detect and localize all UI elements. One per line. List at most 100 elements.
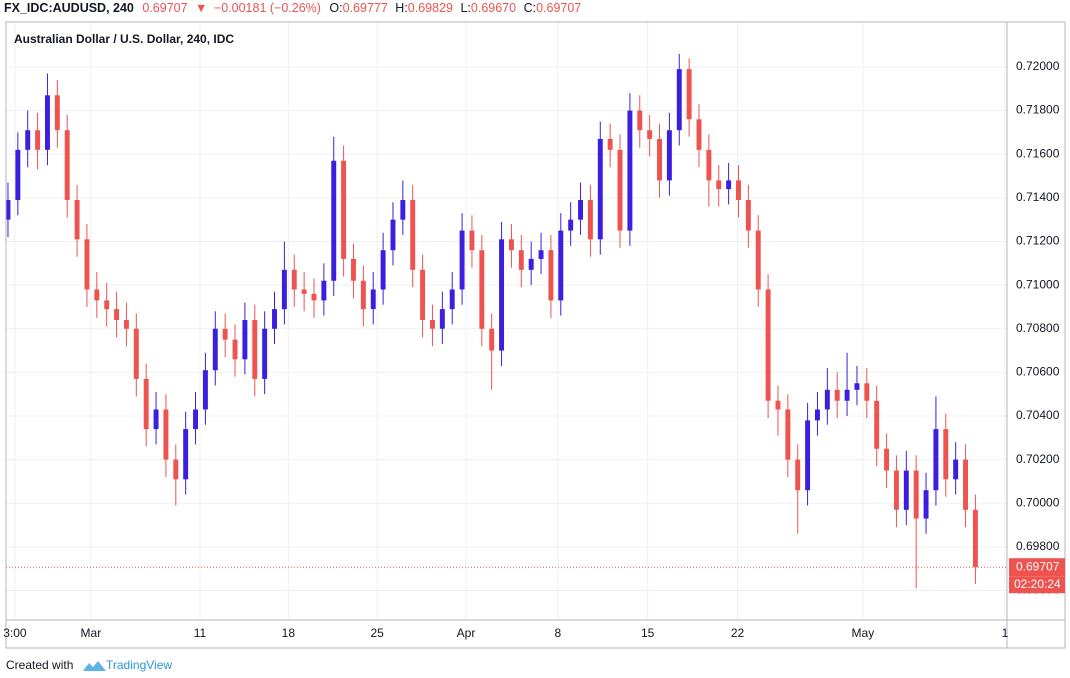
candle-body [686, 69, 692, 120]
candle-body [627, 110, 633, 231]
last-price-tag [1009, 558, 1065, 577]
candle-body [953, 459, 959, 480]
candle-body [508, 239, 514, 251]
candle-body [647, 130, 653, 139]
candle-body [232, 339, 238, 360]
candle-body [765, 289, 771, 401]
candle-body [54, 95, 60, 131]
countdown-tag [1009, 576, 1065, 594]
candle-body [597, 138, 603, 240]
candle-body [814, 409, 820, 421]
x-tick-label: 3:00 [3, 626, 27, 640]
candle-body [114, 309, 120, 321]
candle-body [311, 293, 317, 301]
high-label: H: [395, 1, 408, 15]
candle-body [291, 269, 297, 290]
last-price-label: 0.69707 [1016, 559, 1060, 573]
y-tick-label: 0.72000 [1016, 59, 1060, 73]
change: −0.00181 (−0.26%) [214, 1, 321, 15]
candle-body [568, 219, 574, 231]
candle-body [380, 250, 386, 290]
footer-brand: TradingView [106, 658, 172, 672]
candle-body [518, 250, 524, 270]
candle-body [94, 289, 100, 301]
frame [5, 21, 1066, 649]
candle-body [262, 328, 268, 379]
candle-body [272, 309, 277, 329]
candle-body [123, 320, 129, 329]
x-tick-label: 15 [641, 626, 655, 640]
close: 0.69707 [536, 1, 581, 15]
x-tick-label: 1 [1002, 626, 1009, 640]
candle-body [755, 230, 761, 290]
candles [5, 53, 978, 589]
candle-body [400, 200, 406, 220]
candle-body [538, 250, 544, 259]
low: 0.69670 [471, 1, 516, 15]
y-tick-label: 0.71000 [1016, 277, 1060, 291]
candle-body [933, 429, 939, 491]
close-label: C: [524, 1, 537, 15]
y-tick-label: 0.69800 [1016, 539, 1060, 553]
candle-body [864, 383, 870, 401]
candle-body [370, 289, 376, 310]
candle-body [824, 389, 830, 410]
candle-body [252, 320, 258, 379]
candle-body [193, 409, 199, 430]
candle-body [44, 95, 50, 150]
x-tick-label: 18 [282, 626, 296, 640]
candle-body [469, 230, 475, 251]
footer: Created with TradingView [6, 658, 172, 672]
candle-body [805, 420, 811, 491]
candle-body [420, 269, 426, 321]
candle-body [972, 509, 978, 568]
candle-body [360, 280, 366, 310]
candle-body [449, 289, 455, 310]
x-tick-label: Mar [81, 626, 102, 640]
candle-body [903, 470, 909, 510]
axis-labels: 0.696000.698000.700000.702000.704000.706… [3, 59, 1065, 640]
candle-body [785, 409, 791, 460]
candle-body [153, 409, 159, 430]
candle-body [5, 200, 11, 220]
candle-body [607, 138, 613, 150]
candle-body [35, 130, 41, 150]
candle-body [834, 389, 840, 401]
x-tick-label: 25 [370, 626, 384, 640]
y-tick-label: 0.71600 [1016, 146, 1060, 160]
candle-body [745, 200, 751, 231]
candle-body [528, 258, 534, 270]
x-tick-label: 22 [731, 626, 745, 640]
y-tick-label: 0.71400 [1016, 190, 1060, 204]
candle-body [242, 320, 248, 360]
candle-body [321, 280, 327, 301]
candle-body [844, 389, 850, 401]
x-tick-label: Apr [457, 626, 476, 640]
candle-body [74, 200, 80, 240]
x-tick-label: 11 [194, 626, 207, 640]
candle-body [351, 258, 356, 281]
candle-body [499, 239, 505, 351]
candle-body [963, 459, 969, 510]
candle-body [548, 250, 554, 301]
candle-body [459, 230, 465, 290]
candle-body [84, 239, 90, 290]
candle-body [657, 138, 662, 181]
symbol: FX_IDC:AUDUSD, 240 [4, 1, 134, 15]
candle-body [25, 130, 31, 150]
footer-text: Created with [6, 658, 73, 672]
last: 0.69707 [142, 1, 187, 15]
candle-body [854, 383, 860, 390]
candle-body [281, 269, 287, 310]
y-tick-label: 0.70200 [1016, 452, 1060, 466]
y-tick-label: 0.71800 [1016, 103, 1060, 117]
candle-body [410, 200, 416, 270]
candle-body [183, 429, 189, 480]
logo [83, 661, 106, 671]
y-tick-label: 0.70800 [1016, 321, 1060, 335]
candle-body [637, 110, 643, 131]
y-tick-label: 0.70000 [1016, 495, 1060, 509]
candle-body [943, 429, 949, 480]
